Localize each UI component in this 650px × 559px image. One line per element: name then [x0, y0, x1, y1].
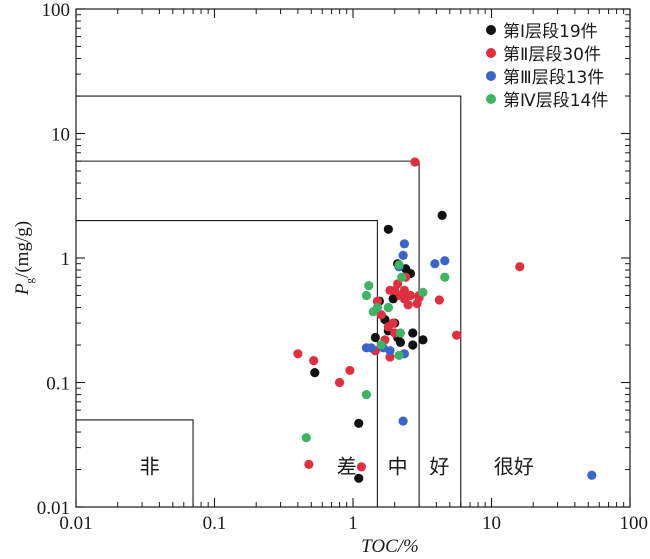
- data-point: [370, 332, 380, 343]
- class-boundary-1: [76, 419, 194, 507]
- data-point: [334, 377, 345, 388]
- x-tick-label: 0.1: [203, 513, 227, 534]
- data-point: [418, 335, 428, 345]
- data-point: [372, 296, 382, 306]
- x-tick-label: 10: [482, 513, 501, 534]
- data-point: [398, 250, 408, 260]
- legend-label: 第Ⅳ层段14件: [503, 91, 608, 111]
- data-point: [376, 310, 386, 320]
- data-point: [398, 416, 408, 426]
- x-tick-label: 1: [348, 513, 358, 534]
- data-point: [309, 355, 319, 366]
- data-point: [440, 256, 450, 266]
- legend-item-1: 第Ⅰ层段19件: [486, 22, 598, 42]
- class-label-4: 好: [429, 455, 449, 479]
- data-point: [418, 287, 428, 297]
- class-boundary-4: [76, 95, 462, 507]
- legend-item-3: 第Ⅲ层段13件: [486, 68, 604, 88]
- data-point: [301, 433, 311, 443]
- y-axis-label-main: P: [12, 283, 33, 296]
- data-point: [364, 281, 374, 291]
- data-point: [385, 346, 395, 356]
- data-point: [452, 330, 462, 340]
- y-tick-label: 100: [42, 0, 71, 21]
- data-points: [293, 157, 597, 483]
- y-tick-label: 0.1: [46, 374, 70, 395]
- class-labels: 非 差 中好 很好: [140, 455, 534, 479]
- data-point: [394, 350, 404, 361]
- data-point: [395, 328, 406, 338]
- legend-marker: [486, 48, 496, 58]
- data-point: [368, 307, 378, 317]
- data-point: [410, 157, 420, 167]
- legend-label: 第Ⅰ层段19件: [503, 22, 598, 42]
- data-point: [412, 299, 422, 309]
- data-point: [440, 272, 450, 282]
- data-point: [356, 462, 367, 472]
- data-point: [376, 340, 386, 350]
- data-point: [361, 290, 372, 301]
- series-4: [301, 260, 450, 443]
- data-point: [437, 210, 447, 220]
- data-point: [366, 343, 376, 353]
- svg-text:Pg/(mg/g): Pg/(mg/g): [12, 221, 36, 296]
- class-label-5: 很好: [494, 455, 534, 479]
- x-tick-label: 0.01: [59, 513, 92, 534]
- data-point: [310, 368, 320, 378]
- legend-label: 第Ⅲ层段13件: [503, 68, 604, 88]
- data-point: [399, 285, 409, 295]
- legend-marker: [486, 71, 496, 81]
- data-point: [395, 337, 406, 347]
- data-point: [388, 294, 398, 304]
- data-point: [394, 260, 404, 270]
- data-point: [354, 473, 364, 483]
- legend-marker: [486, 25, 496, 35]
- x-axis-label: TOC/%: [361, 536, 419, 557]
- data-point: [393, 279, 403, 289]
- data-point: [397, 272, 407, 282]
- data-point: [515, 262, 525, 272]
- data-point: [408, 328, 418, 338]
- data-point: [354, 418, 364, 428]
- data-point: [383, 322, 393, 332]
- data-point: [408, 340, 418, 350]
- legend-marker: [486, 94, 496, 104]
- data-point: [385, 285, 395, 295]
- data-point: [399, 239, 409, 249]
- class-label-1: 非: [140, 455, 160, 479]
- data-point: [399, 294, 409, 304]
- x-tick-label: 100: [620, 513, 649, 534]
- y-axis-label-sub: g: [24, 277, 36, 283]
- axis-ticks: 0.01 0.1 1 10 100 0.01 0.1 1 10 100: [37, 0, 648, 534]
- legend-item-2: 第Ⅱ层段30件: [486, 45, 601, 65]
- data-point: [383, 302, 393, 313]
- class-label-3: 中: [388, 455, 408, 479]
- y-tick-label: 0.01: [37, 498, 70, 519]
- y-axis-label: Pg/(mg/g): [12, 221, 36, 296]
- data-point: [345, 365, 355, 376]
- data-point: [361, 389, 372, 400]
- plot-frame: [75, 8, 631, 508]
- class-boundary-2: [76, 219, 378, 507]
- data-point: [587, 470, 597, 480]
- legend-label: 第Ⅱ层段30件: [503, 45, 601, 65]
- y-tick-label: 10: [51, 125, 70, 146]
- y-axis-label-rest: /(mg/g): [12, 221, 33, 278]
- data-point: [304, 459, 314, 469]
- y-tick-label: 1: [61, 249, 71, 270]
- data-point: [293, 349, 303, 359]
- data-point: [383, 224, 393, 234]
- data-point: [434, 295, 444, 305]
- data-point: [430, 259, 440, 269]
- data-point: [385, 352, 395, 362]
- legend-item-4: 第Ⅳ层段14件: [486, 91, 608, 111]
- class-label-2: 差: [337, 455, 357, 479]
- plot-area: [75, 8, 631, 508]
